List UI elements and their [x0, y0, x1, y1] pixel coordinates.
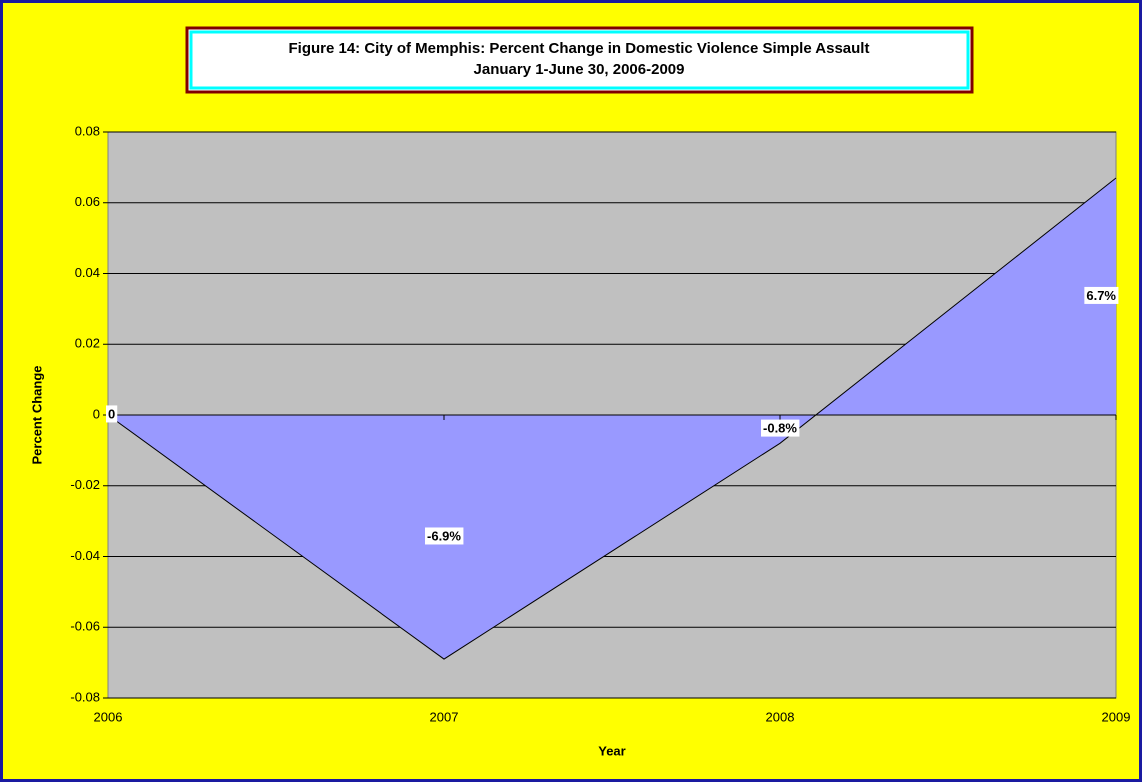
value-label: 6.7%	[1086, 288, 1116, 303]
y-tick-label: -0.02	[70, 477, 100, 492]
title-box	[185, 26, 974, 94]
x-tick-label: 2008	[766, 709, 795, 724]
chart-subtitle: January 1-June 30, 2006-2009	[474, 61, 685, 78]
chart-title: Figure 14: City of Memphis: Percent Chan…	[289, 40, 870, 57]
value-label-bg	[425, 527, 464, 545]
area-line	[107, 177, 1117, 660]
y-tick-label: 0.04	[75, 265, 100, 280]
y-tick-label: -0.08	[70, 689, 100, 704]
y-tick-label: 0	[93, 406, 100, 421]
y-axis-label: Percent Change	[29, 366, 44, 465]
area-fill	[108, 177, 1116, 660]
x-tick-label: 2006	[94, 709, 123, 724]
value-label-bg	[106, 405, 118, 423]
x-tick-label: 2007	[430, 709, 459, 724]
value-label-bg	[761, 419, 800, 437]
value-label-bg	[1084, 286, 1119, 304]
y-tick-label: -0.04	[70, 548, 100, 563]
y-tick-label: 0.06	[75, 194, 100, 209]
x-tick-label: 2009	[1102, 709, 1131, 724]
value-label: -6.9%	[427, 528, 461, 543]
value-label: -0.8%	[763, 421, 797, 436]
y-tick-label: 0.02	[75, 336, 100, 351]
y-tick-label: 0.08	[75, 123, 100, 138]
y-tick-label: -0.06	[70, 619, 100, 634]
x-axis-label: Year	[598, 743, 625, 758]
title-box-inner	[189, 30, 970, 90]
value-label: 0	[108, 406, 115, 421]
